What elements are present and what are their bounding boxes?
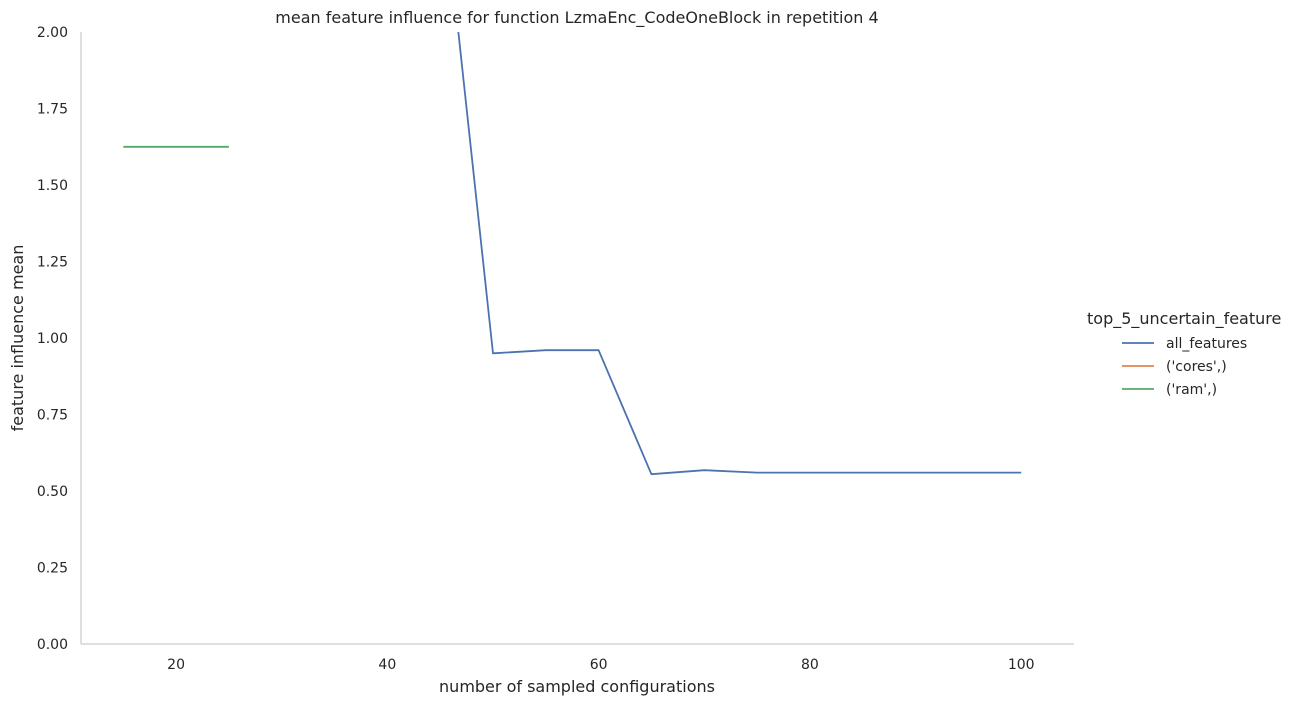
x-axis-label: number of sampled configurations (439, 677, 715, 696)
y-tick-label: 1.25 (37, 255, 68, 271)
chart-title: mean feature influence for function Lzma… (275, 8, 878, 28)
y-tick-labels: 0.00 0.25 0.50 0.75 1.00 1.25 1.50 1.75 2.00 (37, 25, 68, 653)
x-tick-label: 40 (378, 657, 396, 673)
y-tick-label: 1.75 (37, 102, 68, 118)
y-tick-label: 0.50 (37, 484, 68, 500)
y-tick-label: 0.75 (37, 408, 68, 424)
series-layer (123, 32, 1022, 476)
x-tick-labels: 20 40 60 80 100 (167, 657, 1034, 673)
y-tick-label: 0.00 (37, 637, 68, 653)
x-tick-label: 100 (1008, 657, 1035, 673)
legend-title: top_5_uncertain_feature (1087, 309, 1281, 329)
legend: top_5_uncertain_feature all_features ('co… (1087, 309, 1281, 398)
x-tick-label: 20 (167, 657, 185, 673)
legend-label: all_features (1166, 336, 1247, 352)
y-tick-label: 2.00 (37, 25, 68, 41)
axes (80, 32, 1074, 645)
y-tick-label: 0.25 (37, 561, 68, 577)
y-tick-label: 1.00 (37, 331, 68, 347)
series-line-all-features (457, 32, 1022, 476)
x-tick-label: 80 (801, 657, 819, 673)
legend-label: ('cores',) (1166, 359, 1227, 375)
y-tick-label: 1.50 (37, 178, 68, 194)
legend-label: ('ram',) (1166, 382, 1217, 398)
x-tick-label: 60 (590, 657, 608, 673)
y-axis-label: feature influence mean (8, 245, 27, 432)
legend-items: all_features ('cores',) ('ram',) (1122, 336, 1247, 398)
